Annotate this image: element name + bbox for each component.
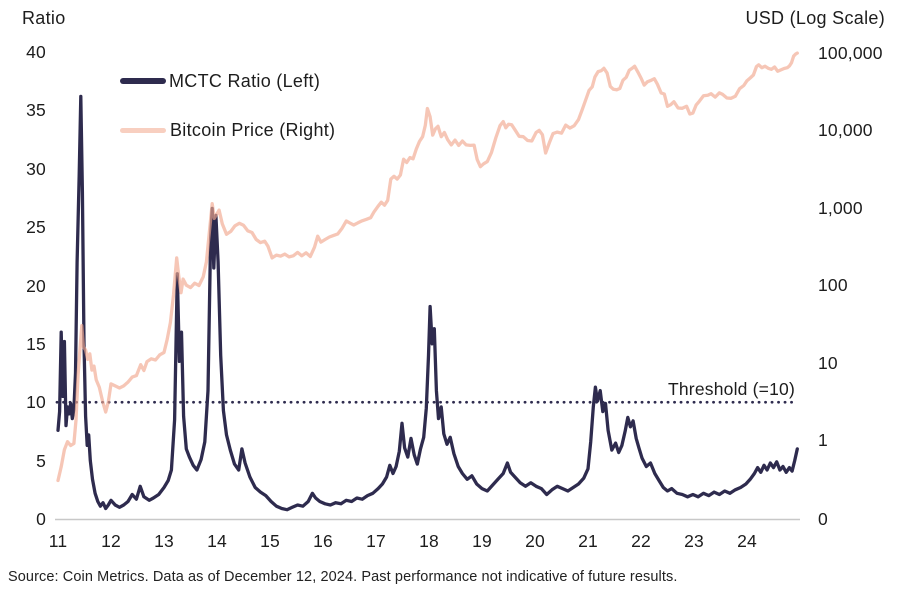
- x-axis-tick-label: 11: [48, 531, 68, 551]
- left-axis-tick-label: 5: [36, 450, 46, 471]
- left-axis-tick-label: 20: [26, 275, 46, 296]
- right-axis-tick-label: 10: [818, 352, 838, 373]
- x-axis-tick-label: 23: [684, 531, 704, 551]
- x-axis-tick-label: 21: [578, 531, 598, 551]
- right-axis-tick-label: 100,000: [818, 43, 883, 63]
- threshold-label: Threshold (=10): [667, 379, 795, 399]
- bitcoin-price-line-swatch: [120, 127, 166, 133]
- mctc-ratio-line: [56, 94, 799, 512]
- x-axis-tick-label: 19: [472, 531, 492, 551]
- left-axis-tick-label: 0: [36, 509, 46, 529]
- right-axis-tick-label: 10,000: [818, 120, 873, 141]
- legend-label-mctc-ratio: MCTC Ratio (Left): [169, 71, 321, 91]
- left-axis-tick-label: 15: [26, 333, 46, 354]
- right-axis-tick-label: 1,000: [818, 197, 863, 218]
- legend-item-bitcoin-price: Bitcoin Price (Right): [120, 120, 335, 140]
- x-axis-tick-label: 24: [737, 531, 757, 551]
- x-axis-tick-label: 16: [313, 531, 333, 551]
- x-axis-tick-label: 18: [419, 531, 439, 551]
- source-note: Source: Coin Metrics. Data as of Decembe…: [8, 569, 678, 585]
- legend-label-bitcoin-price: Bitcoin Price (Right): [170, 120, 336, 140]
- right-axis-tick-label: 1: [818, 430, 828, 450]
- right-axis-tick-label: 0: [818, 509, 828, 529]
- mctc-ratio-line-swatch: [120, 78, 166, 84]
- left-axis-tick-label: 30: [26, 158, 46, 179]
- left-axis-tick-label: 40: [26, 42, 46, 62]
- x-axis-tick-label: 17: [366, 531, 386, 551]
- right-axis-tick-label: 100: [818, 275, 848, 296]
- left-axis-title: Ratio: [22, 8, 66, 28]
- legend-item-mctc-ratio: MCTC Ratio (Left): [120, 71, 320, 91]
- x-axis-tick-label: 14: [207, 531, 227, 551]
- x-axis-tick-label: 15: [260, 531, 280, 551]
- x-axis-tick-label: 13: [154, 531, 174, 551]
- bitcoin-price-line: [56, 51, 799, 483]
- right-axis-title: USD (Log Scale): [745, 8, 885, 28]
- x-axis-tick-label: 22: [631, 531, 651, 551]
- x-axis-tick-label: 20: [525, 531, 545, 551]
- left-axis-tick-label: 10: [26, 392, 46, 413]
- x-axis-tick-label: 12: [101, 531, 121, 551]
- left-axis-tick-label: 25: [26, 217, 46, 238]
- left-axis-tick-label: 35: [26, 100, 46, 121]
